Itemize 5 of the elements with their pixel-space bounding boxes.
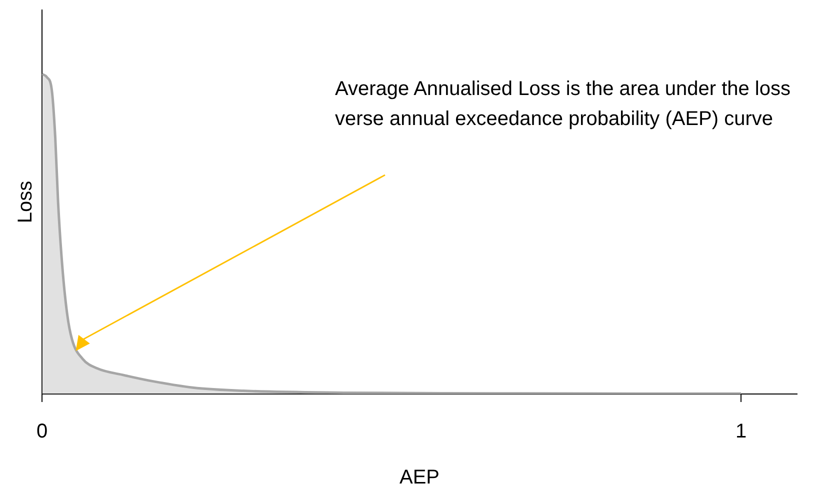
y-axis-title: Loss xyxy=(14,180,37,224)
x-tick-label: 1 xyxy=(736,420,747,443)
annotation: Average Annualised Loss is the area under the loss verse annual exceedance probability (AEP) curve xyxy=(335,77,792,132)
x-axis-title: AEP xyxy=(399,466,440,489)
x-tick-label: 0 xyxy=(36,420,48,443)
